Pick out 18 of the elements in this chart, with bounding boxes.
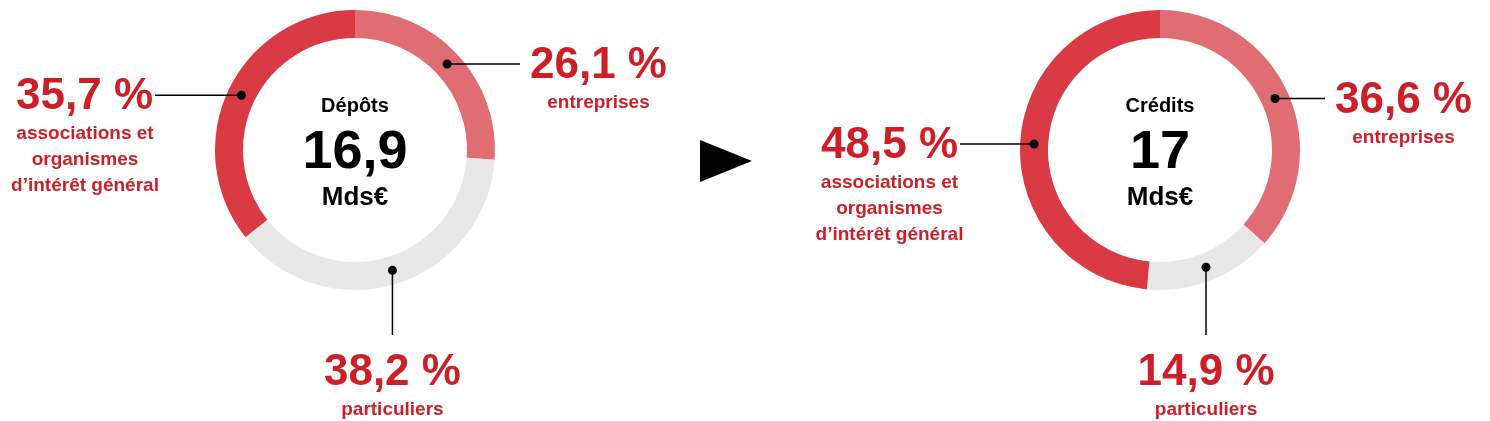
slice-label: particuliers — [341, 398, 444, 419]
data-label: 36,6 % — [1335, 72, 1472, 122]
slice-label: particuliers — [1154, 398, 1258, 419]
slice-label: associations et organismes d’intérêt général — [11, 122, 159, 196]
text: Dépôts — [321, 94, 389, 116]
data-label: 35,7 % — [16, 69, 153, 119]
text: Mds€ — [1126, 181, 1194, 211]
slice-label: associations et organismes d’intérêt général — [815, 171, 964, 245]
text: Mds€ — [321, 181, 389, 211]
text: 17 — [1129, 119, 1191, 179]
data-label: 14,9 % — [1137, 345, 1275, 394]
text: Crédits — [1125, 94, 1195, 116]
data-label: 48,5 % — [821, 118, 958, 168]
data-label: 38,2 % — [323, 345, 461, 394]
slice-label: entreprises — [1352, 125, 1455, 147]
slice-label: entreprises — [547, 91, 650, 113]
text: 16,9 — [302, 119, 408, 179]
data-label: 26,1 % — [530, 38, 667, 88]
